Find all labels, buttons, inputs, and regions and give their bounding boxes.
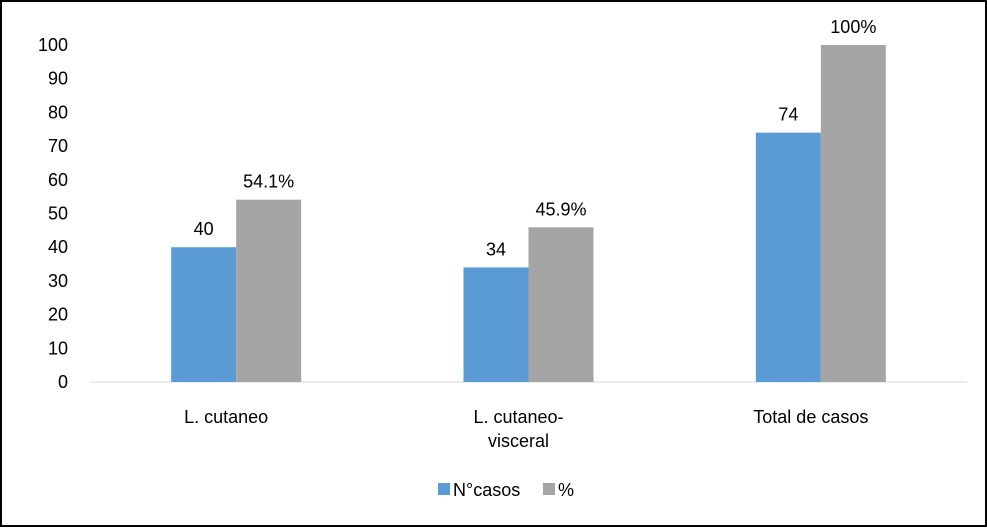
bar-percent-0 [236, 199, 302, 382]
x-tick-label-1: L. cutaneo-visceral [473, 407, 563, 451]
y-tick-label-100: 100 [38, 35, 68, 55]
y-tick-label-60: 60 [48, 170, 68, 190]
data-label-percent-2: 100% [830, 17, 876, 37]
bar-casos-0 [171, 247, 237, 382]
legend-swatch-percent [543, 483, 555, 495]
y-tick-label-0: 0 [58, 372, 68, 392]
y-tick-label-20: 20 [48, 305, 68, 325]
x-tick-label-line: L. cutaneo- [473, 407, 563, 427]
y-tick-label-50: 50 [48, 204, 68, 224]
y-tick-label-10: 10 [48, 338, 68, 358]
y-tick-label-80: 80 [48, 102, 68, 122]
bar-casos-1 [463, 267, 529, 382]
data-label-casos-0: 40 [194, 219, 214, 239]
x-tick-label-line: visceral [488, 431, 549, 451]
data-label-casos-1: 34 [486, 239, 506, 259]
x-tick-label-line: Total de casos [753, 407, 868, 427]
x-tick-label-line: L. cutaneo [184, 407, 268, 427]
y-tick-label-90: 90 [48, 69, 68, 89]
x-tick-label-2: Total de casos [753, 407, 868, 427]
y-tick-label-40: 40 [48, 237, 68, 257]
data-label-casos-2: 74 [778, 105, 798, 125]
bar-percent-1 [528, 227, 594, 382]
legend-label-percent: % [558, 480, 574, 500]
bar-percent-2 [820, 45, 886, 382]
y-tick-label-30: 30 [48, 271, 68, 291]
bar-casos-2 [755, 132, 821, 382]
legend-swatch-casos [438, 483, 450, 495]
y-tick-label-70: 70 [48, 136, 68, 156]
data-label-percent-0: 54.1% [243, 172, 294, 192]
data-label-percent-1: 45.9% [535, 199, 586, 219]
legend-label-casos: N°casos [453, 480, 520, 500]
x-tick-label-0: L. cutaneo [184, 407, 268, 427]
